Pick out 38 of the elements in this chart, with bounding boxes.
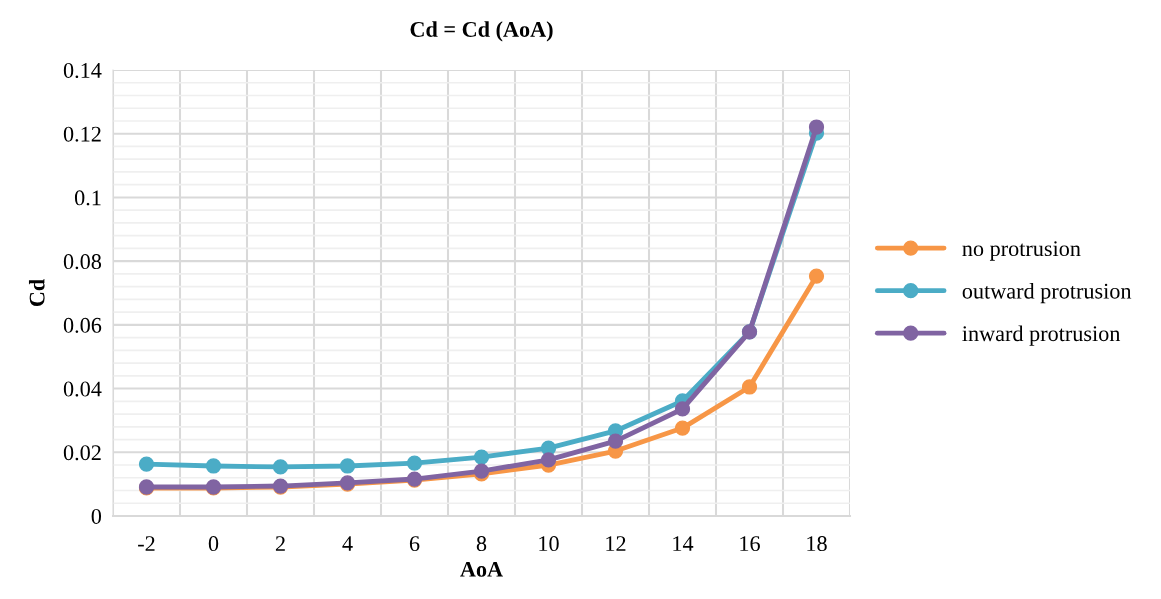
point: [808, 119, 825, 135]
chart-title: Cd = Cd (AoA): [410, 21, 553, 42]
y-tick-label: 0.06: [63, 317, 102, 333]
x-tick-label: 0: [208, 536, 219, 552]
y-tick-label: 0.1: [74, 190, 101, 206]
y-tick-label: 0.14: [63, 62, 102, 79]
legend-label: outward protrusion: [962, 282, 1132, 304]
point: [540, 452, 557, 468]
x-tick-label: -2: [138, 536, 155, 551]
y-tick-label: 0: [91, 508, 102, 524]
x-axis-title: AoA: [460, 561, 503, 577]
point: [674, 401, 691, 417]
y-axis-title: Cd: [28, 279, 45, 307]
x-tick-label: 6: [409, 536, 420, 552]
point: [674, 420, 691, 436]
x-tick-label: 10: [539, 536, 559, 552]
x-tick-label: 8: [476, 536, 487, 552]
x-tick-label: 18: [807, 536, 827, 552]
x-tick-label: 12: [606, 536, 626, 551]
x-tick-label: 16: [740, 536, 760, 552]
y-tick-label: 0.02: [63, 445, 101, 461]
point: [406, 455, 423, 471]
y-tick-label: 0.12: [63, 126, 101, 142]
point: [205, 458, 222, 474]
legend-label: inward protrusion: [962, 325, 1121, 346]
point: [741, 379, 758, 395]
point: [339, 458, 356, 474]
y-tick-label: 0.04: [63, 381, 102, 397]
point: [808, 268, 825, 284]
x-tick-label: 4: [342, 536, 353, 551]
x-tick-label: 2: [275, 536, 285, 551]
point: [272, 459, 289, 475]
point: [607, 433, 624, 449]
x-tick-label: 14: [673, 536, 694, 551]
legend-label: no protrusion: [962, 241, 1081, 261]
point: [138, 456, 155, 472]
y-tick-label: 0.08: [63, 254, 102, 270]
point: [473, 449, 490, 465]
